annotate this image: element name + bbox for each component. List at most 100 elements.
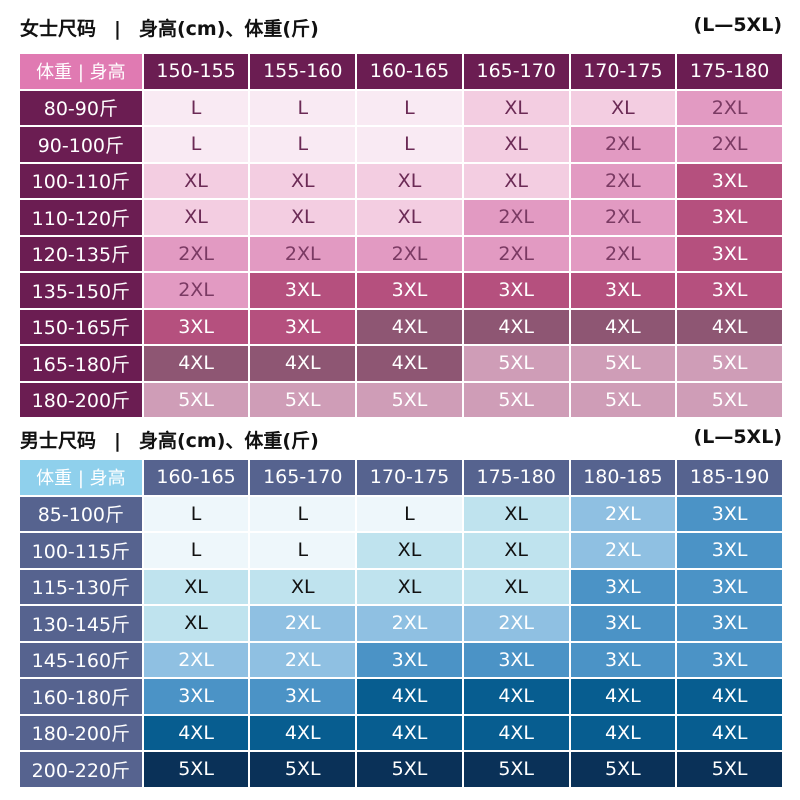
men-size-cell: XL [143, 569, 249, 604]
women-size-cell: XL [570, 90, 676, 125]
men-header-row: 体重 | 身高 160-165 165-170 170-175 175-180 180-… [20, 460, 782, 495]
men-size-cell: 3XL [677, 606, 782, 641]
men-size-cell: 3XL [677, 533, 782, 568]
women-size-cell: XL [143, 200, 249, 235]
men-size-cell: 5XL [357, 752, 462, 787]
men-table-row: 180-200斤 4XL 4XL 4XL 4XL 4XL 4XL [20, 715, 782, 750]
women-size-cell: 2XL [463, 200, 569, 235]
women-size-cell: XL [357, 200, 462, 235]
women-size-cell: XL [463, 127, 569, 162]
women-table-row: 180-200斤 5XL 5XL 5XL 5XL 5XL 5XL [20, 382, 782, 417]
women-title-separator: | [114, 18, 121, 40]
women-size-cell: 3XL [677, 236, 782, 271]
women-size-cell: 4XL [357, 346, 462, 381]
men-size-cell: 3XL [570, 642, 676, 677]
men-title-row: 男士尺码 | 身高(cm)、体重(斤) (L—5XL) [20, 420, 784, 458]
women-table-body: 80-90斤 L L L XL XL 2XL 90-100斤 L L L XL 2XL 2XL 100-11… [20, 90, 782, 417]
women-table-row: 110-120斤 XL XL XL 2XL 2XL 3XL [20, 200, 782, 235]
women-size-cell: XL [250, 163, 356, 198]
women-size-cell: 5XL [463, 382, 569, 417]
women-size-cell: L [250, 127, 356, 162]
men-size-cell: 5XL [463, 752, 569, 787]
women-table-header: 体重 | 身高 150-155 155-160 160-165 165-170 170-… [20, 54, 782, 89]
women-size-cell: 4XL [250, 346, 356, 381]
men-size-cell: 3XL [250, 679, 356, 714]
women-size-cell: 4XL [357, 309, 462, 344]
men-weight-label: 85-100斤 [20, 496, 142, 531]
women-size-cell: 2XL [570, 200, 676, 235]
women-size-table: 体重 | 身高 150-155 155-160 160-165 165-170 170-… [18, 52, 784, 419]
men-table-row: 145-160斤 2XL 2XL 3XL 3XL 3XL 3XL [20, 642, 782, 677]
men-height-header: 165-170 [250, 460, 356, 495]
women-size-cell: 4XL [463, 309, 569, 344]
men-size-cell: 3XL [677, 569, 782, 604]
men-size-cell: 4XL [250, 715, 356, 750]
women-height-header: 160-165 [357, 54, 462, 89]
men-size-cell: 5XL [143, 752, 249, 787]
men-size-cell: XL [357, 569, 462, 604]
men-weight-label: 100-115斤 [20, 533, 142, 568]
women-size-cell: 5XL [250, 382, 356, 417]
men-size-cell: 4XL [570, 715, 676, 750]
men-size-table: 体重 | 身高 160-165 165-170 170-175 175-180 180-… [18, 458, 784, 789]
women-table-row: 135-150斤 2XL 3XL 3XL 3XL 3XL 3XL [20, 273, 782, 308]
men-size-section: 男士尺码 | 身高(cm)、体重(斤) (L—5XL) 体重 | 身高 160-16… [20, 420, 784, 789]
women-height-header: 165-170 [463, 54, 569, 89]
men-size-cell: 3XL [677, 642, 782, 677]
women-size-cell: 4XL [570, 309, 676, 344]
men-size-cell: 2XL [250, 642, 356, 677]
women-size-cell: 5XL [143, 382, 249, 417]
men-size-cell: L [250, 496, 356, 531]
women-height-header: 155-160 [250, 54, 356, 89]
men-size-cell: XL [463, 569, 569, 604]
men-subtitle: 身高(cm)、体重(斤) [138, 430, 319, 452]
men-table-row: 160-180斤 3XL 3XL 4XL 4XL 4XL 4XL [20, 679, 782, 714]
women-size-cell: 2XL [143, 236, 249, 271]
women-weight-label: 90-100斤 [20, 127, 142, 162]
women-size-cell: 4XL [143, 346, 249, 381]
women-size-cell: L [143, 127, 249, 162]
women-title-row: 女士尺码 | 身高(cm)、体重(斤) (L—5XL) [20, 0, 784, 52]
women-size-cell: 2XL [357, 236, 462, 271]
men-size-cell: XL [250, 569, 356, 604]
women-size-cell: 3XL [677, 200, 782, 235]
women-weight-label: 120-135斤 [20, 236, 142, 271]
men-size-cell: 3XL [677, 496, 782, 531]
women-title: 女士尺码 [20, 18, 97, 40]
women-weight-label: 135-150斤 [20, 273, 142, 308]
men-height-header: 175-180 [463, 460, 569, 495]
women-size-cell: 3XL [357, 273, 462, 308]
men-height-header: 160-165 [143, 460, 249, 495]
women-weight-label: 150-165斤 [20, 309, 142, 344]
women-size-cell: 3XL [143, 309, 249, 344]
men-weight-label: 180-200斤 [20, 715, 142, 750]
men-size-cell: L [143, 533, 249, 568]
men-weight-label: 130-145斤 [20, 606, 142, 641]
women-size-cell: 5XL [570, 382, 676, 417]
women-title-left: 女士尺码 | 身高(cm)、体重(斤) [20, 14, 319, 41]
women-subtitle: 身高(cm)、体重(斤) [138, 18, 319, 40]
men-size-cell: 2XL [570, 533, 676, 568]
men-size-cell: L [357, 496, 462, 531]
women-weight-label: 100-110斤 [20, 163, 142, 198]
women-size-cell: 2XL [463, 236, 569, 271]
women-size-cell: 3XL [677, 163, 782, 198]
women-size-cell: 5XL [677, 382, 782, 417]
women-size-cell: 4XL [677, 309, 782, 344]
men-size-cell: 4XL [463, 715, 569, 750]
women-size-cell: L [250, 90, 356, 125]
women-size-cell: XL [463, 90, 569, 125]
women-height-header: 170-175 [570, 54, 676, 89]
women-size-cell: L [143, 90, 249, 125]
men-size-cell: 2XL [570, 496, 676, 531]
men-title: 男士尺码 [20, 430, 97, 452]
men-size-cell: XL [143, 606, 249, 641]
men-weight-label: 115-130斤 [20, 569, 142, 604]
women-weight-label: 80-90斤 [20, 90, 142, 125]
men-weight-label: 145-160斤 [20, 642, 142, 677]
women-size-cell: 3XL [677, 273, 782, 308]
men-size-cell: 4XL [677, 679, 782, 714]
men-table-row: 130-145斤 XL 2XL 2XL 2XL 3XL 3XL [20, 606, 782, 641]
women-size-cell: 3XL [570, 273, 676, 308]
men-size-cell: 3XL [357, 642, 462, 677]
